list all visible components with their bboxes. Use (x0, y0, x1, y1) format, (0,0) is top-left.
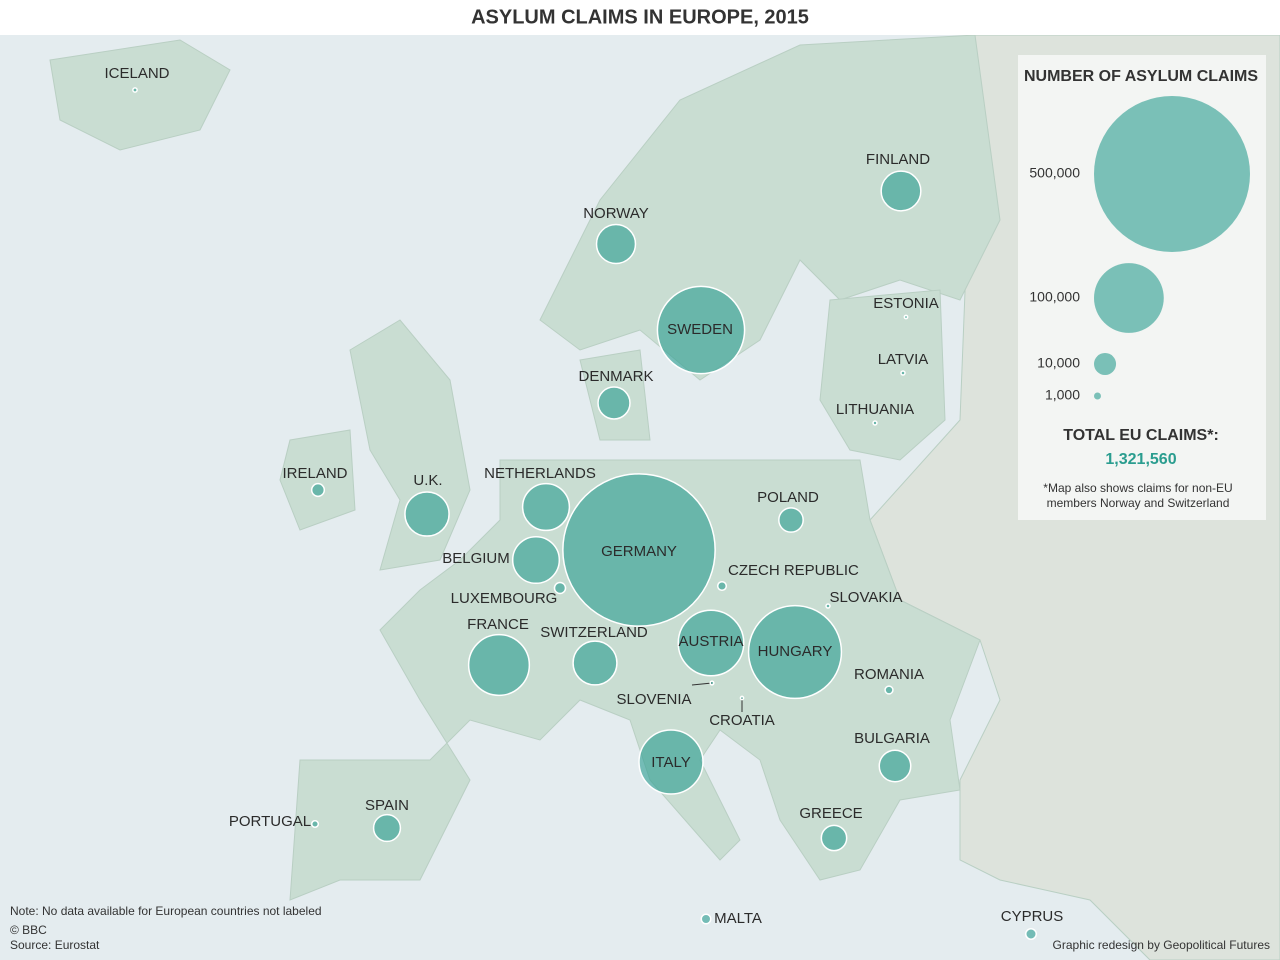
legend-label: 500,000 (1029, 165, 1080, 181)
country-label: GERMANY (601, 543, 677, 560)
bubble (700, 913, 712, 925)
country-label: U.K. (413, 472, 442, 489)
country-label: CZECH REPUBLIC (728, 562, 859, 579)
bubble (716, 580, 728, 592)
bubble (880, 170, 922, 212)
country-label: ROMANIA (854, 666, 924, 683)
note: Source: Eurostat (10, 938, 100, 952)
bubble (595, 223, 637, 265)
bubble (820, 824, 848, 852)
bubble (404, 491, 450, 537)
country-label: POLAND (757, 489, 819, 506)
country-label: MALTA (714, 910, 762, 927)
bubble (878, 749, 912, 783)
bubble (872, 420, 878, 426)
bubble (900, 370, 906, 376)
total-label: TOTAL EU CLAIMS*: (1063, 427, 1219, 444)
country-label: LITHUANIA (836, 401, 914, 418)
country-label: DENMARK (578, 368, 653, 385)
country-label: NORWAY (583, 205, 649, 222)
bubble (656, 285, 746, 375)
legend-label: 100,000 (1029, 289, 1080, 305)
legend-footnote: members Norway and Switzerland (1047, 496, 1230, 510)
bubble (511, 535, 561, 585)
bubble (747, 604, 843, 700)
country-label: SLOVAKIA (829, 589, 902, 606)
bubble (739, 695, 745, 701)
leader-line (691, 682, 713, 686)
legend-footnote: *Map also shows claims for non-EU (1043, 481, 1232, 495)
title: ASYLUM CLAIMS IN EUROPE, 2015 (471, 6, 809, 28)
total-value: 1,321,560 (1105, 451, 1176, 468)
country-label: PORTUGAL (229, 813, 311, 830)
legend-bubble (1094, 96, 1250, 252)
country-label: SLOVENIA (616, 691, 691, 708)
country-label: SWEDEN (667, 321, 733, 338)
legend-bubble (1094, 263, 1164, 333)
bubble (884, 685, 894, 695)
bubble (709, 680, 715, 686)
country-label: IRELAND (282, 465, 347, 482)
bubble (553, 581, 567, 595)
legend-title: NUMBER OF ASYLUM CLAIMS (1024, 68, 1258, 85)
bubble (310, 819, 320, 829)
country-label: ITALY (651, 754, 690, 771)
country-label: HUNGARY (758, 643, 833, 660)
title-bar (0, 0, 1280, 35)
bubble (1025, 928, 1037, 940)
country-label: ICELAND (104, 65, 169, 82)
country-label: SWITZERLAND (540, 624, 648, 641)
country-label: BELGIUM (442, 550, 510, 567)
bubble (778, 507, 804, 533)
country-label: LATVIA (878, 351, 929, 368)
country-label: AUSTRIA (678, 633, 743, 650)
country-label: SPAIN (365, 797, 409, 814)
legend-label: 1,000 (1045, 387, 1080, 403)
country-label: GREECE (799, 805, 862, 822)
bubble (467, 633, 531, 697)
bubble (562, 473, 716, 627)
bubble (825, 603, 831, 609)
country-label: BULGARIA (854, 730, 930, 747)
credit: Graphic redesign by Geopolitical Futures (1053, 938, 1270, 952)
legend-bubble (1094, 352, 1117, 376)
note: © BBC (10, 923, 47, 937)
bubble (572, 640, 618, 686)
country-label: FRANCE (467, 616, 529, 633)
country-label: NETHERLANDS (484, 465, 596, 482)
bubble (677, 609, 745, 677)
bubble (597, 386, 631, 420)
legend-label: 10,000 (1037, 355, 1080, 371)
bubble (372, 813, 402, 843)
bubble (521, 482, 571, 532)
country-label: FINLAND (866, 151, 930, 168)
country-label: LUXEMBOURG (451, 590, 558, 607)
country-label: CYPRUS (1001, 908, 1064, 925)
legend-bubble (1094, 392, 1101, 400)
note: Note: No data available for European cou… (10, 904, 322, 918)
bubble (638, 729, 704, 795)
bubble (310, 482, 326, 498)
country-label: ESTONIA (873, 295, 939, 312)
country-label: CROATIA (709, 712, 775, 729)
bubble (132, 87, 138, 93)
bubble (903, 314, 909, 320)
